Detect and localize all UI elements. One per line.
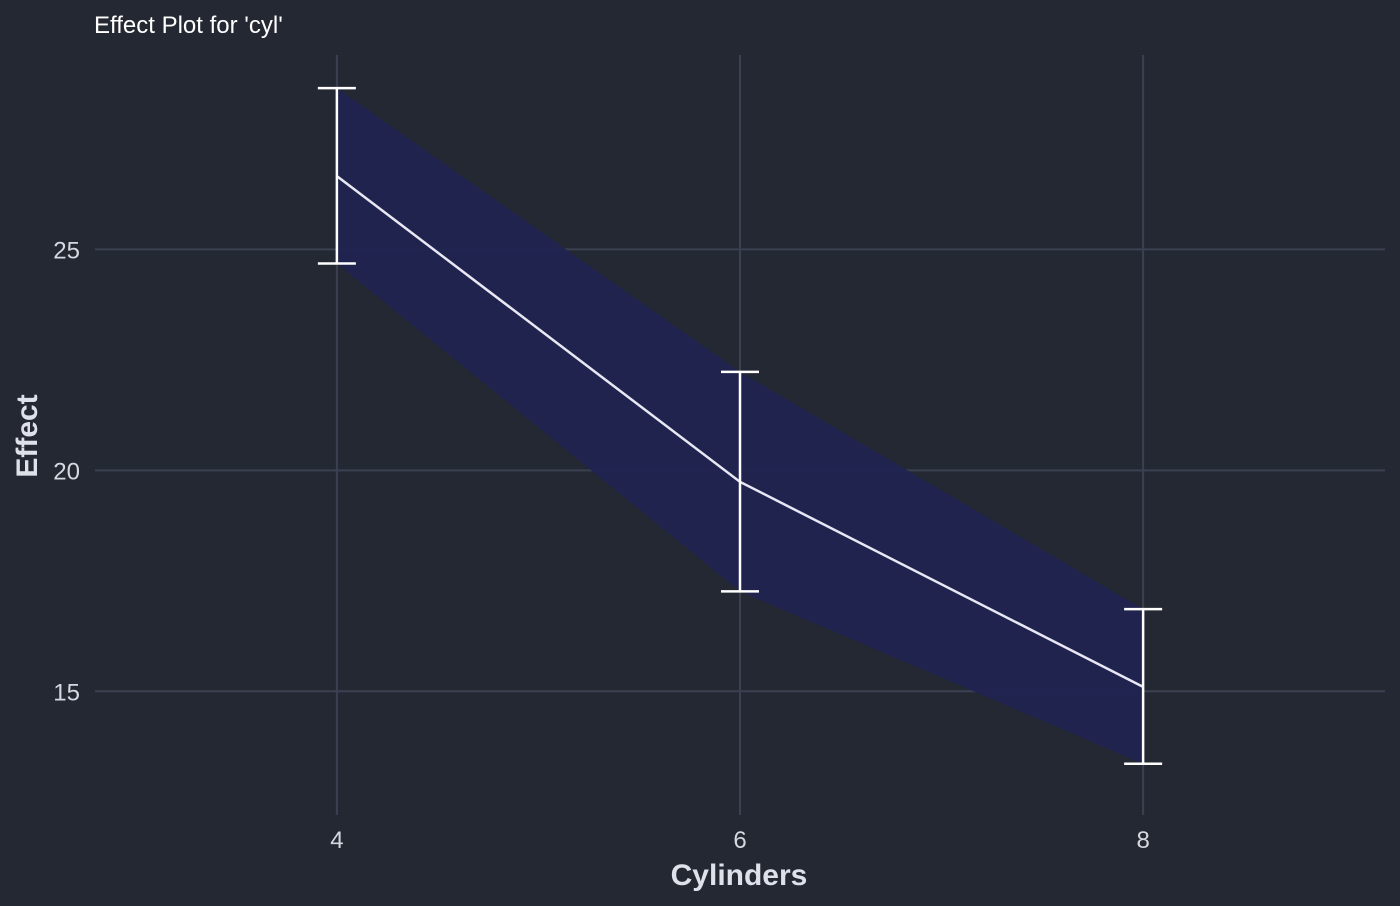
y-tick-label-25: 25 <box>53 237 80 264</box>
errorbar-4 <box>317 86 356 265</box>
tick-label-layer: 4 6 8 15 20 25 <box>53 237 1150 854</box>
y-axis-label: Effect <box>11 394 44 477</box>
x-tick-label-4: 4 <box>330 827 343 854</box>
y-tick-label-15: 15 <box>53 679 80 706</box>
x-tick-label-6: 6 <box>733 827 746 854</box>
errorbar-8 <box>1124 607 1163 765</box>
errorbar-6 <box>721 370 759 593</box>
x-axis-label: Cylinders <box>671 859 808 892</box>
chart-title: Effect Plot for 'cyl' <box>94 12 283 39</box>
errorbar-layer <box>317 86 1163 765</box>
x-tick-label-8: 8 <box>1136 827 1149 854</box>
y-tick-label-20: 20 <box>53 458 80 485</box>
